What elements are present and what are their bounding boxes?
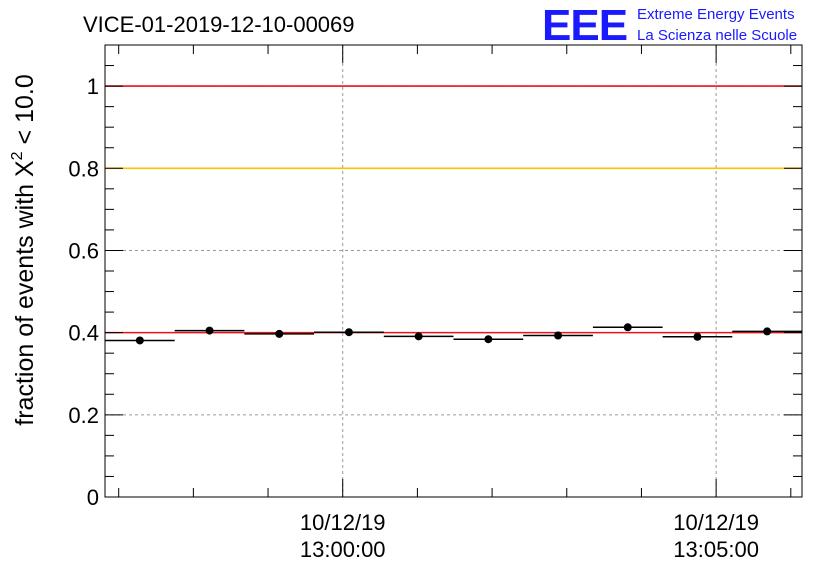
logo-line-2: La Scienza nelle Scuole: [637, 27, 797, 44]
data-point: [414, 332, 423, 341]
x-tick-date-label: 10/12/19: [673, 510, 759, 535]
y-tick-label: 1: [87, 74, 99, 99]
y-tick-label: 0.2: [68, 403, 99, 428]
y-tick-label: 0.8: [68, 156, 99, 181]
data-point: [344, 328, 353, 337]
data-point: [275, 329, 284, 338]
y-axis-label-suffix: < 10.0: [11, 74, 39, 151]
axis-ticks: [105, 44, 802, 498]
y-axis-label: fraction of events with X2 < 10.0: [9, 74, 39, 425]
grid-layer: [105, 45, 802, 497]
plot-frame: [104, 44, 803, 498]
data-point: [554, 331, 563, 340]
data-point: [763, 327, 772, 336]
chart-title: VICE-01-2019-12-10-00069: [83, 12, 355, 37]
y-tick-label: 0.6: [68, 238, 99, 263]
x-tick-time-label: 13:05:00: [673, 537, 759, 562]
data-point: [135, 336, 144, 345]
y-axis-label-prefix: fraction of events with X: [11, 160, 39, 426]
y-tick-label: 0.4: [68, 321, 99, 346]
x-tick-date-label: 10/12/19: [300, 510, 386, 535]
reference-lines: [105, 85, 802, 334]
logo-mark: EEE: [542, 1, 627, 50]
data-point: [693, 332, 702, 341]
data-points: [105, 323, 802, 345]
data-point: [484, 335, 493, 344]
data-point: [623, 323, 632, 332]
logo-line-1: Extreme Energy Events: [637, 6, 795, 23]
y-tick-label: 0: [87, 485, 99, 510]
data-point: [205, 326, 214, 335]
y-axis-label-superscript: 2: [9, 151, 26, 160]
x-tick-time-label: 13:00:00: [300, 537, 386, 562]
axis-tick-labels: 00.20.40.60.8110/12/1913:00:0010/12/1913…: [68, 74, 759, 562]
eee-logo: EEE Extreme Energy Events La Scienza nel…: [542, 1, 797, 50]
